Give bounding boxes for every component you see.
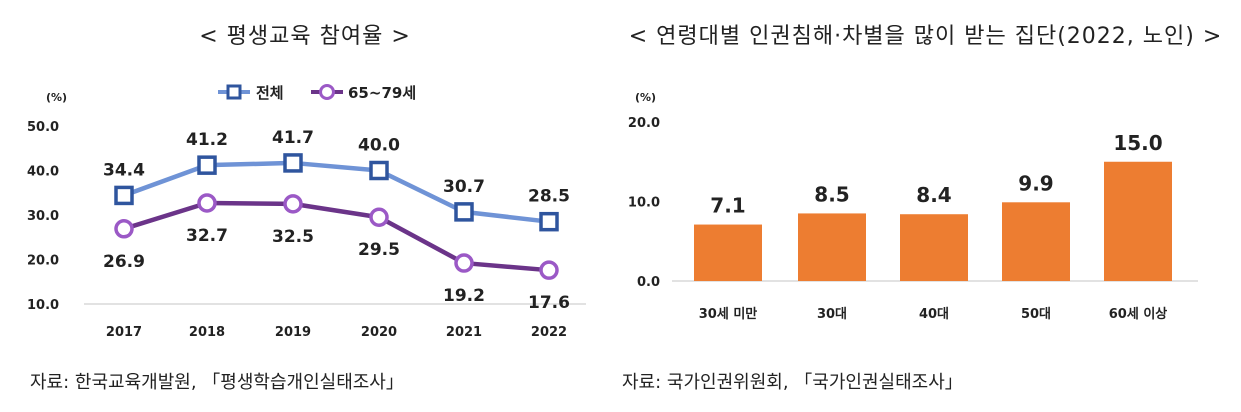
total-data-label: 41.2 [186, 130, 228, 150]
y-tick-label: 40.0 [27, 165, 59, 180]
discrimination-bar-chart: (%) 20.0 10.0 0.0 7.1 30세 미만 8.5 30대 8.4 40대 9.9 50… [628, 91, 1198, 322]
bar [1002, 202, 1070, 281]
bar [1104, 161, 1172, 281]
total-data-point [283, 153, 303, 173]
y-tick-label: 10.0 [27, 298, 59, 313]
x-category-label: 50대 [1021, 307, 1051, 322]
right-chart-title: < 연령대별 인권침해·차별을 많이 받는 집단(2022, 노인) > [628, 24, 1223, 49]
bar [694, 224, 762, 281]
right-unit-label: (%) [635, 91, 656, 104]
y-tick-label: 20.0 [27, 254, 59, 269]
legend-label: 전체 [256, 84, 284, 102]
x-category-label: 60세 이상 [1109, 306, 1168, 322]
senior-data-label: 32.5 [272, 227, 314, 247]
senior-data-label: 19.2 [443, 286, 485, 306]
x-category-label: 30세 미만 [699, 306, 758, 322]
total-data-label: 34.4 [103, 160, 145, 180]
legend-label: 65~79세 [348, 84, 416, 102]
total-data-point [197, 155, 217, 175]
senior-data-point [369, 207, 389, 227]
senior-series-line [123, 200, 550, 273]
legend-circle-marker [319, 84, 335, 100]
x-tick-label: 2020 [361, 325, 397, 340]
x-tick-label: 2022 [531, 325, 567, 340]
y-tick-label: 50.0 [27, 120, 59, 135]
y-tick-label: 30.0 [27, 209, 59, 224]
senior-data-label: 32.7 [186, 226, 228, 246]
total-series-line [123, 160, 550, 224]
total-data-label: 28.5 [528, 187, 570, 207]
senior-data-point [539, 260, 559, 280]
total-data-label: 40.0 [358, 136, 400, 156]
total-data-label: 41.7 [272, 128, 314, 148]
bar-value-label: 8.4 [916, 183, 951, 207]
x-tick-label: 2019 [275, 325, 311, 340]
total-data-point [114, 185, 134, 206]
right-source-note: 자료: 국가인권위원회, 「국가인권실태조사」 [622, 372, 963, 393]
x-tick-label: 2021 [446, 325, 482, 340]
participation-rate-panel: < 평생교육 참여율 > (%) 50.0 40.0 30.0 20.0 10.0 2017… [0, 0, 610, 412]
total-data-point [539, 211, 559, 232]
senior-data-point [197, 193, 217, 213]
x-tick-label: 2017 [106, 325, 142, 340]
y-tick-label: 20.0 [628, 116, 660, 131]
y-tick-label: 0.0 [637, 275, 660, 290]
x-category-label: 30대 [817, 307, 847, 322]
left-chart-title: < 평생교육 참여율 > [199, 24, 411, 49]
participation-line-chart: (%) 50.0 40.0 30.0 20.0 10.0 2017 2018 2019 2020 2… [27, 84, 586, 340]
senior-data-label: 29.5 [358, 240, 400, 260]
y-tick-label: 10.0 [628, 196, 660, 211]
senior-data-point [114, 219, 134, 239]
total-data-point [454, 202, 474, 222]
total-data-label: 30.7 [443, 177, 485, 197]
x-tick-label: 2018 [189, 325, 225, 340]
left-unit-label: (%) [46, 91, 67, 104]
senior-data-label: 26.9 [103, 252, 145, 272]
senior-data-point [283, 194, 303, 214]
discrimination-panel: < 연령대별 인권침해·차별을 많이 받는 집단(2022, 노인) > (%)… [610, 0, 1241, 412]
senior-data-point [454, 253, 474, 273]
bar-value-label: 7.1 [710, 194, 745, 218]
bar-value-label: 9.9 [1018, 171, 1053, 195]
left-source-note: 자료: 한국교육개발원, 「평생학습개인실태조사」 [30, 372, 404, 393]
x-category-label: 40대 [919, 307, 949, 322]
total-data-point [369, 160, 389, 181]
bar [900, 214, 968, 281]
senior-data-label: 17.6 [528, 293, 570, 313]
legend-square-marker [226, 84, 242, 100]
bar [798, 213, 866, 281]
bar-value-label: 15.0 [1113, 131, 1162, 155]
bar-value-label: 8.5 [814, 182, 849, 206]
